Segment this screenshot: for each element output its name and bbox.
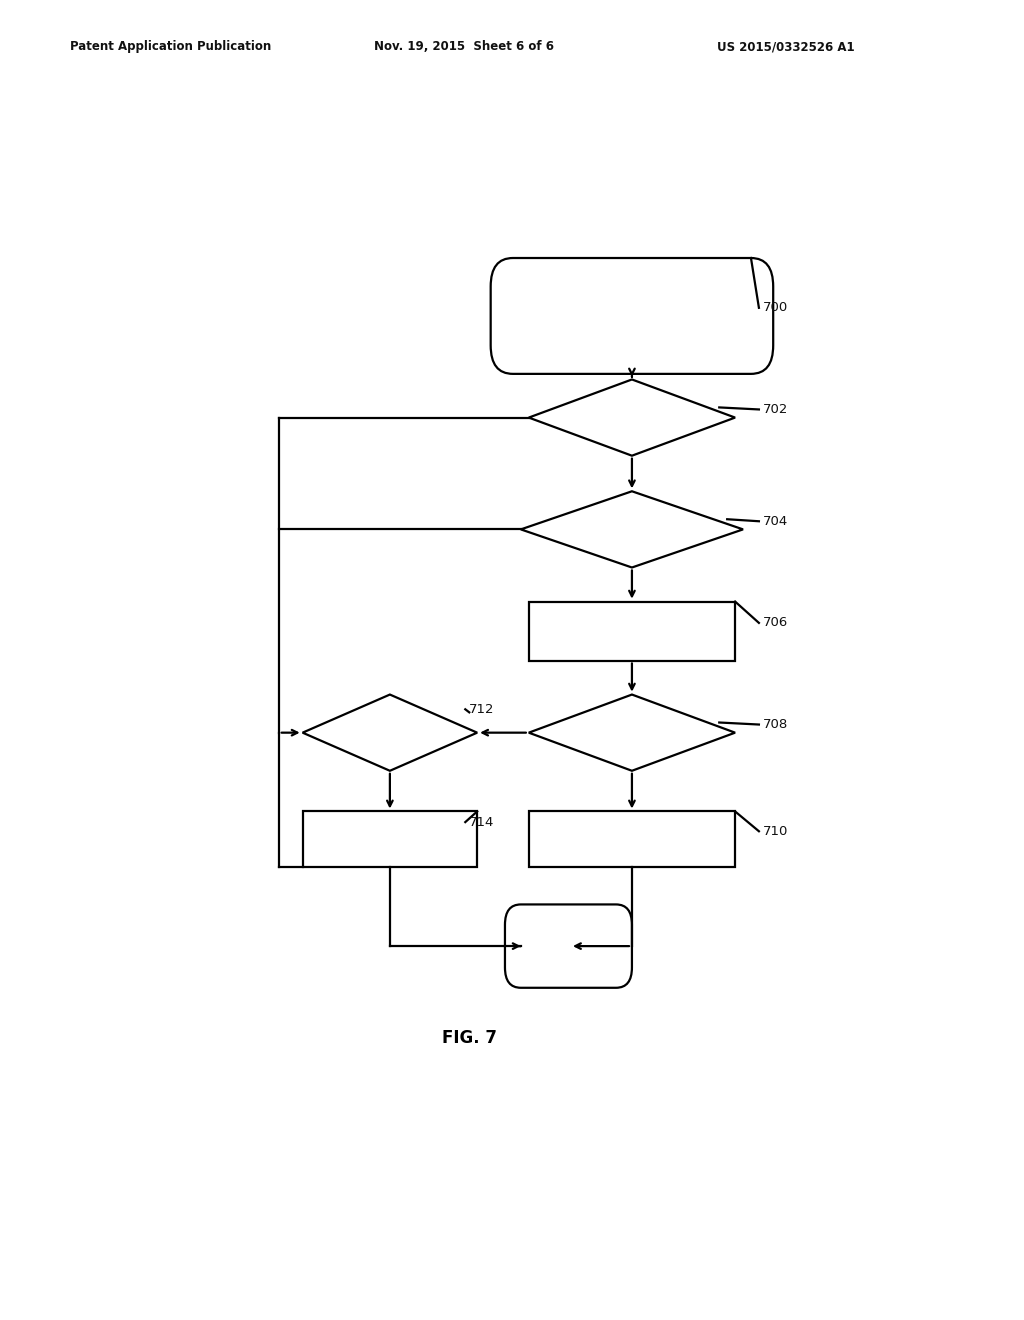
Bar bbox=[528, 812, 735, 867]
Text: 714: 714 bbox=[469, 816, 495, 829]
Text: 702: 702 bbox=[763, 403, 788, 416]
FancyBboxPatch shape bbox=[490, 257, 773, 374]
Text: FIG. 7: FIG. 7 bbox=[441, 1028, 497, 1047]
Bar bbox=[303, 812, 477, 867]
Text: 708: 708 bbox=[763, 718, 788, 731]
Text: US 2015/0332526 A1: US 2015/0332526 A1 bbox=[717, 40, 854, 53]
Polygon shape bbox=[528, 379, 735, 455]
Text: 710: 710 bbox=[763, 825, 788, 838]
Polygon shape bbox=[521, 491, 743, 568]
Text: 712: 712 bbox=[469, 702, 495, 715]
Polygon shape bbox=[303, 694, 477, 771]
Text: 704: 704 bbox=[763, 515, 788, 528]
Text: Nov. 19, 2015  Sheet 6 of 6: Nov. 19, 2015 Sheet 6 of 6 bbox=[374, 40, 554, 53]
Text: 706: 706 bbox=[763, 616, 788, 630]
Text: 700: 700 bbox=[763, 301, 788, 314]
Bar bbox=[528, 602, 735, 660]
Polygon shape bbox=[528, 694, 735, 771]
FancyBboxPatch shape bbox=[505, 904, 632, 987]
Text: Patent Application Publication: Patent Application Publication bbox=[70, 40, 271, 53]
